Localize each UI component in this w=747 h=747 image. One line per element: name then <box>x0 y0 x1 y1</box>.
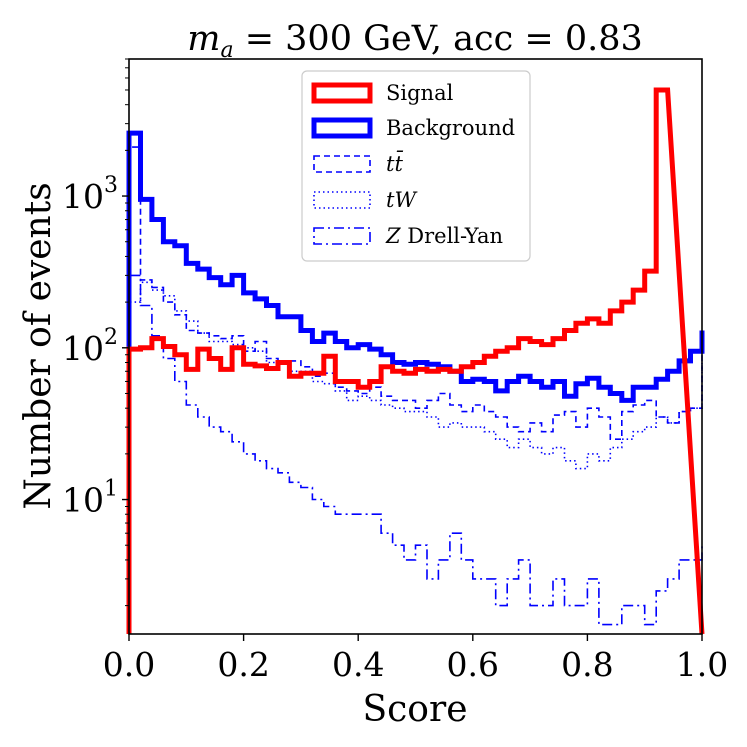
series-background <box>126 130 705 634</box>
x-axis-label: Score <box>362 689 467 730</box>
legend-swatch-tw <box>313 191 371 209</box>
x-tick-label: 0.4 <box>332 645 384 684</box>
x-tick-label: 0.6 <box>447 645 499 684</box>
legend-swatch-background <box>311 117 373 139</box>
y-tick-label: 101 <box>62 477 118 520</box>
y-axis-label: Number of events <box>18 182 59 509</box>
y-tick-label: 102 <box>62 325 118 368</box>
axis-ticks: 0.0 0.2 0.4 0.6 0.8 1.0 101 102 103 <box>62 58 728 684</box>
x-tick-label: 0.2 <box>217 645 269 684</box>
chart-title: ma = 300 GeV, acc = 0.83 <box>187 19 643 63</box>
series-signal <box>126 87 705 635</box>
legend-label: Z Drell-Yan <box>385 224 503 248</box>
series-z-drell-yan <box>128 274 703 634</box>
legend-swatch-signal <box>311 82 373 104</box>
legend-label: Background <box>386 116 515 140</box>
legend-swatch-z-drell-yan <box>313 227 371 245</box>
series-ttbar <box>128 146 703 634</box>
plot-frame <box>128 58 703 635</box>
legend-label: Signal <box>386 81 454 105</box>
y-tick-label: 103 <box>62 173 118 216</box>
x-tick-label: 0.8 <box>561 645 613 684</box>
legend: Signal Background tt̄ tW Z Drell-Yan <box>301 70 531 262</box>
legend-swatch-ttbar <box>313 155 371 173</box>
series-layer <box>126 87 705 635</box>
legend-label: tt̄ <box>386 150 404 176</box>
legend-label: tW <box>386 188 418 212</box>
x-tick-label: 1.0 <box>676 645 728 684</box>
x-tick-label: 0.0 <box>103 645 155 684</box>
